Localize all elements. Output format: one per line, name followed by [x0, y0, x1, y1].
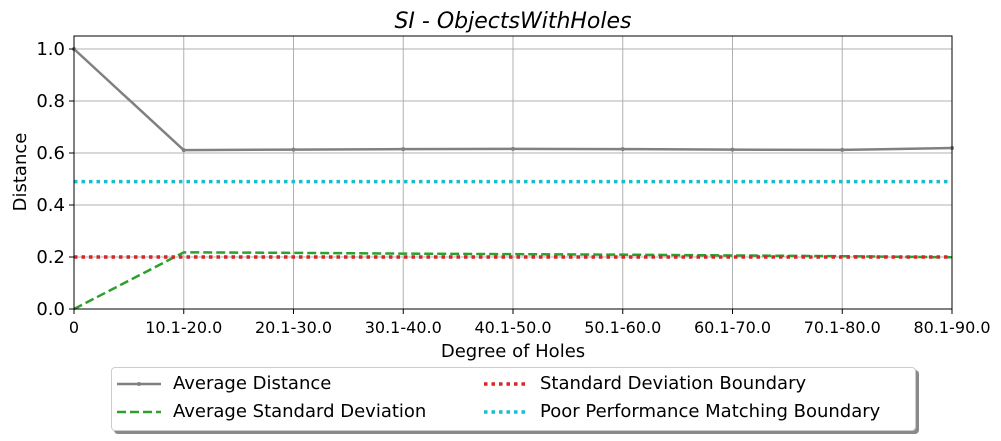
- x-tick-label: 10.1-20.0: [145, 318, 222, 337]
- y-tick-label: 0.0: [36, 299, 65, 320]
- x-tick-label: 50.1-60.0: [584, 318, 661, 337]
- legend-label: Poor Performance Matching Boundary: [540, 401, 881, 422]
- legend-item-average-distance: Average Distance: [117, 373, 331, 394]
- data-point: [730, 147, 735, 152]
- x-tick-label: 40.1-50.0: [474, 318, 551, 337]
- legend-swatch-solid: [117, 381, 161, 386]
- data-point: [181, 148, 186, 153]
- series-line-1: [73, 251, 953, 311]
- x-tick-label: 80.1-90.0: [913, 318, 990, 337]
- x-tick-label: 20.1-30.0: [255, 318, 332, 337]
- data-point: [840, 147, 845, 152]
- x-axis-label: Degree of Holes: [441, 341, 585, 362]
- legend-swatch-dotted: [484, 409, 528, 414]
- y-axis-label: Distance: [10, 133, 31, 212]
- x-tick-label: 60.1-70.0: [694, 318, 771, 337]
- legend-item-poor-boundary: Poor Performance Matching Boundary: [484, 401, 880, 422]
- legend-swatch-dotted: [484, 381, 528, 386]
- legend-item-average-std: Average Standard Deviation: [117, 401, 426, 422]
- series-layer: [72, 47, 954, 311]
- y-tick-label: 0.8: [36, 91, 65, 112]
- y-tick-label: 0.2: [36, 247, 65, 268]
- legend-label: Average Distance: [173, 373, 332, 394]
- chart-title: SI - ObjectsWithHoles: [394, 9, 631, 34]
- x-tick-label: 70.1-80.0: [804, 318, 881, 337]
- y-tick-label: 0.6: [36, 143, 65, 164]
- data-point: [620, 147, 625, 152]
- legend: Average Distance Average Standard Deviat…: [111, 367, 916, 431]
- legend-label: Average Standard Deviation: [173, 401, 427, 422]
- y-tick-label: 0.4: [36, 195, 65, 216]
- x-axis-ticks: 0 10.1-20.0 20.1-30.0 30.1-40.0 40.1-50.0 50.…: [69, 309, 991, 337]
- legend-item-std-boundary: Standard Deviation Boundary: [484, 373, 806, 394]
- grid-lines: [73, 36, 953, 310]
- legend-label: Standard Deviation Boundary: [540, 373, 807, 394]
- data-point: [511, 146, 515, 151]
- y-axis-ticks: 0.0 0.2 0.4 0.6 0.8 1.0: [36, 39, 74, 320]
- x-tick-label: 30.1-40.0: [365, 318, 442, 337]
- y-tick-label: 1.0: [36, 39, 65, 60]
- data-point: [291, 147, 296, 152]
- x-tick-label: 0: [69, 318, 79, 337]
- legend-swatch-dashed: [117, 410, 161, 413]
- data-point: [401, 147, 406, 152]
